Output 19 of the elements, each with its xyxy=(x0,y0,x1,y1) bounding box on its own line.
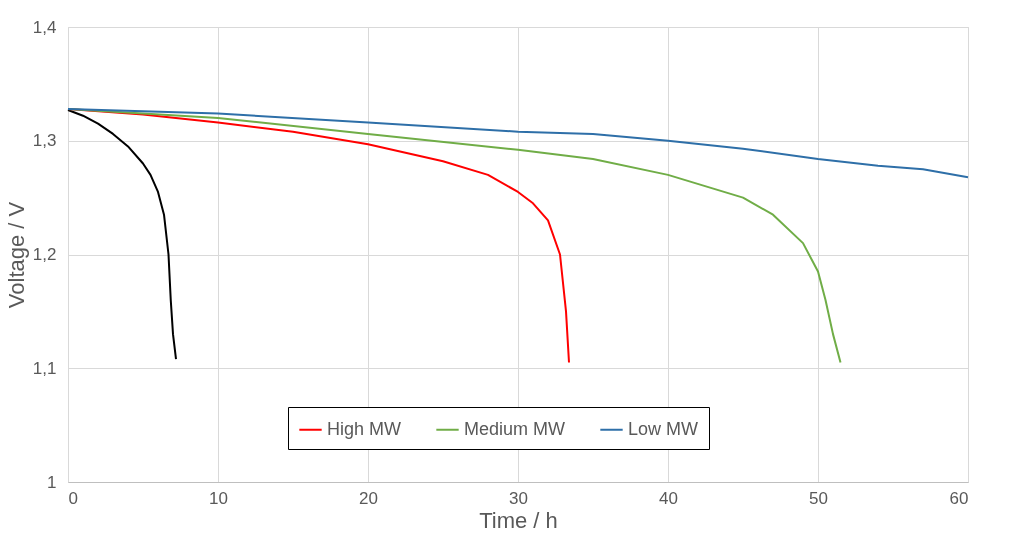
legend-label: Low MW xyxy=(628,418,699,439)
legend-label: High MW xyxy=(327,418,402,439)
x-tick-label: 0 xyxy=(68,488,78,508)
y-tick-label: 1,2 xyxy=(32,245,57,264)
y-tick-label: 1,4 xyxy=(32,17,57,37)
y-tick-label: 1,3 xyxy=(32,131,57,151)
legend-label: Medium MW xyxy=(464,418,566,439)
x-tick-label: 10 xyxy=(209,488,228,508)
y-tick-label: 1,1 xyxy=(32,358,57,378)
x-tick-label: 60 xyxy=(949,488,969,508)
y-axis-title: Voltage / V xyxy=(3,201,29,309)
line-series xyxy=(67,109,177,361)
x-tick-label: 50 xyxy=(809,488,828,508)
y-tick-label: 1 xyxy=(47,472,57,492)
x-tick-label: 20 xyxy=(359,488,378,508)
x-tick-label: 40 xyxy=(659,488,678,508)
x-tick-label: 30 xyxy=(509,488,528,508)
line-series xyxy=(67,107,969,179)
x-axis-title: Time / h xyxy=(479,507,558,533)
